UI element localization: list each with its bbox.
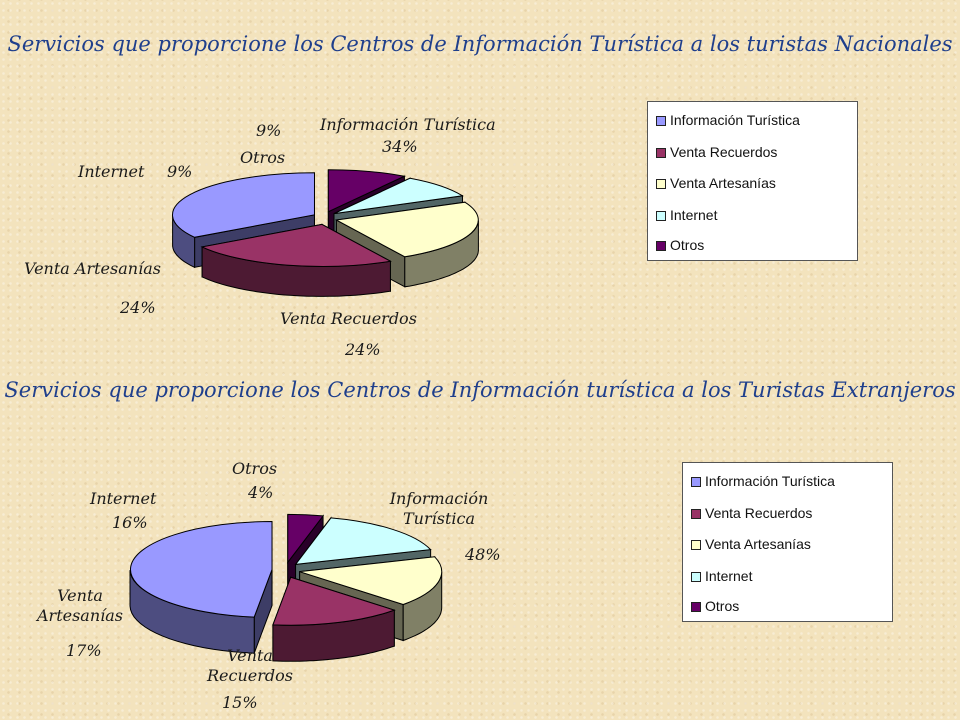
legend-swatch xyxy=(691,477,701,488)
pie-slice-top xyxy=(129,520,273,618)
slice-value-internet: 9% xyxy=(167,162,193,181)
slice-value-venta-artesanias: 17% xyxy=(66,641,102,660)
legend-label: Internet xyxy=(705,568,753,584)
slice-label-internet: Internet xyxy=(90,489,157,508)
slice-value-venta-artesanias: 24% xyxy=(120,298,156,317)
legend-item: Venta Recuerdos xyxy=(656,144,777,162)
pie-slice-venta-recuerdos xyxy=(272,576,396,662)
legend-item: Venta Recuerdos xyxy=(691,505,812,523)
legend-label: Otros xyxy=(670,237,705,253)
legend-nacionales: Información Turística Venta Recuerdos Ve… xyxy=(647,101,858,261)
legend-swatch xyxy=(656,116,666,127)
legend-label: Venta Artesanías xyxy=(670,175,776,191)
pie-slice-top xyxy=(299,556,443,606)
legend-swatch xyxy=(691,540,701,551)
legend-label: Internet xyxy=(670,207,718,223)
chart-title: Servicios que proporcione los Centros de… xyxy=(7,32,953,56)
slice-value-internet: 16% xyxy=(112,513,148,532)
pie-slice-top xyxy=(334,201,479,258)
pie-slice-informacion-turistica xyxy=(129,520,273,654)
slice-value-otros: 4% xyxy=(248,483,274,502)
slice-value-informacion-turistica: 48% xyxy=(465,545,501,564)
slice-label-venta-recuerdos: Venta Recuerdos xyxy=(207,646,293,685)
slice-label-informacion-turistica: Información Turística xyxy=(389,489,489,528)
pie-slice-top xyxy=(333,177,464,215)
legend-item: Otros xyxy=(656,237,704,255)
legend-label: Venta Recuerdos xyxy=(705,505,813,521)
pie-slice-top xyxy=(287,513,325,564)
pie-slice-top xyxy=(327,169,407,213)
legend-item: Otros xyxy=(691,598,739,616)
legend-swatch xyxy=(691,602,701,613)
legend-swatch xyxy=(691,509,701,520)
chart-title: Servicios que proporcione los Centros de… xyxy=(4,378,956,402)
legend-swatch xyxy=(656,211,666,222)
legend-item: Información Turística xyxy=(691,473,835,491)
legend-item: Venta Artesanías xyxy=(691,536,811,554)
legend-label: Venta Artesanías xyxy=(705,536,811,552)
legend-label: Venta Recuerdos xyxy=(670,144,778,160)
slice-label-informacion-turistica: Información Turística xyxy=(320,115,496,134)
pie-slice-top xyxy=(172,172,316,238)
pie-slice-top xyxy=(200,223,392,267)
slice-label-venta-artesanias: Venta Artesanías xyxy=(24,259,161,278)
legend-label: Otros xyxy=(705,598,740,614)
legend-extranjeros: Información Turística Venta Recuerdos Ve… xyxy=(682,462,893,622)
slice-label-venta-recuerdos: Venta Recuerdos xyxy=(280,309,417,328)
slice-value-informacion-turistica: 34% xyxy=(382,137,418,156)
legend-item: Venta Artesanías xyxy=(656,175,776,193)
legend-swatch xyxy=(691,572,701,583)
legend-item: Internet xyxy=(656,207,717,225)
slice-label-venta-artesanias: Venta Artesanías xyxy=(36,586,124,625)
pie-slice-venta-recuerdos xyxy=(200,223,392,297)
slice-label-otros: Otros xyxy=(232,459,278,478)
legend-swatch xyxy=(656,241,666,252)
legend-label: Información Turística xyxy=(705,473,835,489)
slice-label-internet: Internet xyxy=(78,162,145,181)
legend-swatch xyxy=(656,179,666,190)
legend-label: Información Turística xyxy=(670,112,800,128)
slice-value-otros: 9% xyxy=(256,121,282,140)
pie-slice-top xyxy=(272,576,396,626)
slice-value-venta-recuerdos: 15% xyxy=(222,693,258,712)
slice-label-otros: Otros xyxy=(240,148,286,167)
legend-swatch xyxy=(656,148,666,159)
slice-value-venta-recuerdos: 24% xyxy=(345,340,381,359)
pie-slice-top xyxy=(294,517,432,566)
legend-item: Internet xyxy=(691,568,752,586)
legend-item: Información Turística xyxy=(656,112,800,130)
